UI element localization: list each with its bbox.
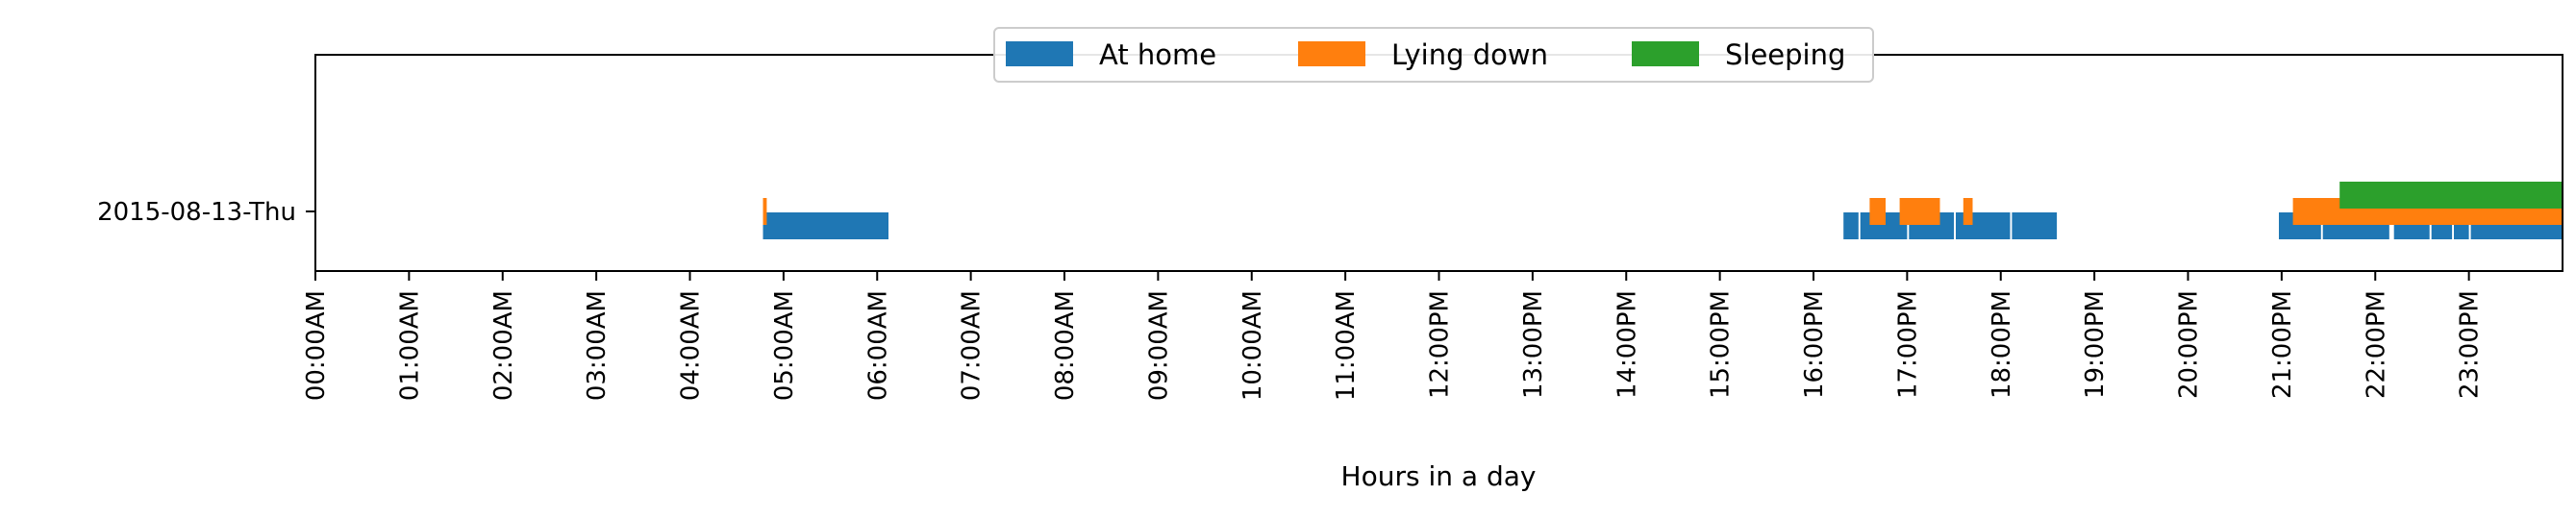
x-tick-label: 15:00PM <box>1707 290 1736 399</box>
x-tick-label: 08:00AM <box>1051 290 1080 401</box>
y-axis: 2015-08-13-Thu <box>97 198 315 227</box>
x-tick-label: 22:00PM <box>2362 290 2390 399</box>
x-tick-label: 01:00AM <box>395 290 424 401</box>
x-tick-label: 07:00AM <box>958 290 987 401</box>
x-tick-label: 21:00PM <box>2268 290 2297 399</box>
at-home-interval-0 <box>763 212 888 239</box>
legend-label-sleeping: Sleeping <box>1725 38 1845 71</box>
lying-down-interval-2 <box>1899 198 1940 225</box>
lying-down-interval-3 <box>1963 198 1973 225</box>
x-tick-label: 23:00PM <box>2456 290 2485 399</box>
lying-down-interval-1 <box>1869 198 1886 225</box>
x-tick-label: 00:00AM <box>302 290 331 401</box>
legend: At home Lying down Sleeping <box>993 27 1874 83</box>
x-tick-label: 18:00PM <box>1988 290 2016 399</box>
legend-swatch-sleeping <box>1632 41 1699 66</box>
legend-label-lying-down: Lying down <box>1391 38 1548 71</box>
x-axis: 00:00AM 01:00AM 02:00AM 03:00AM 04:00AM 05:00… <box>302 271 2485 401</box>
legend-swatch-lying-down <box>1298 41 1365 66</box>
x-axis-label: Hours in a day <box>1341 460 1537 492</box>
legend-label-at-home: At home <box>1099 38 1216 71</box>
x-tick-label: 19:00PM <box>2081 290 2110 399</box>
x-tick-label: 12:00PM <box>1426 290 1455 399</box>
x-tick-label: 05:00AM <box>770 290 799 401</box>
x-tick-label: 02:00AM <box>489 290 518 401</box>
x-tick-label: 20:00PM <box>2175 290 2204 399</box>
x-tick-label: 13:00PM <box>1519 290 1548 399</box>
x-tick-label: 10:00AM <box>1238 290 1267 401</box>
x-tick-label: 06:00AM <box>863 290 892 401</box>
legend-swatch-at-home <box>1006 41 1073 66</box>
x-tick-label: 17:00PM <box>1893 290 1922 399</box>
x-tick-label: 11:00AM <box>1332 290 1361 401</box>
y-tick-label: 2015-08-13-Thu <box>97 198 296 227</box>
x-tick-label: 14:00PM <box>1613 290 1641 399</box>
x-tick-label: 03:00AM <box>583 290 612 401</box>
plot-area <box>315 55 2563 271</box>
x-tick-label: 04:00AM <box>677 290 706 401</box>
x-tick-label: 09:00AM <box>1144 290 1173 401</box>
at-home-interval-1 <box>1843 212 1859 239</box>
sleeping-interval-0 <box>2339 182 2563 209</box>
at-home-interval-5 <box>2012 212 2058 239</box>
x-tick-label: 16:00PM <box>1800 290 1829 399</box>
lying-down-interval-0 <box>763 198 767 225</box>
interval-marks <box>763 182 2563 239</box>
